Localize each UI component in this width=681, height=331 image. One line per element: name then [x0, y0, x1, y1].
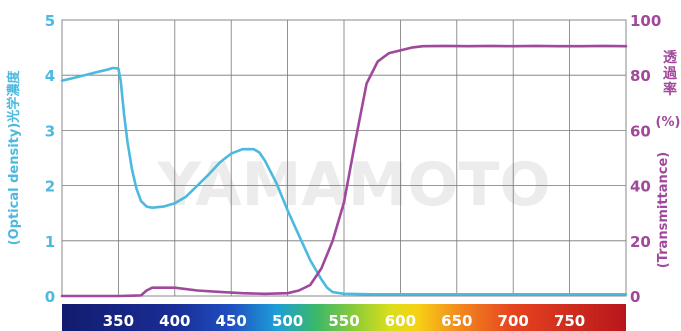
right-axis-ticks: 0 20 40 60 80 100	[630, 12, 661, 306]
left-axis-label-en: (Optical density)	[7, 123, 22, 246]
x-axis-ticks: 350 400 450 500 550 600 650 700 750	[103, 312, 586, 330]
left-tick-label: 1	[45, 233, 55, 251]
x-tick-label: 750	[554, 312, 585, 330]
transmittance-line	[60, 44, 628, 298]
spectrum-bar	[62, 304, 626, 331]
right-tick-label: 60	[630, 122, 651, 140]
right-axis-label-cjk-char: 率	[663, 81, 677, 98]
x-tick-label: 550	[328, 312, 359, 330]
left-tick-label: 3	[45, 122, 55, 140]
left-axis-ticks: 0 1 2 3 4 5	[45, 12, 55, 306]
right-axis-label-cjk-char: 過	[662, 66, 678, 82]
x-tick-label: 700	[498, 312, 529, 330]
x-tick-label: 650	[441, 312, 472, 330]
right-tick-label: 40	[630, 178, 651, 196]
x-tick-label: 600	[385, 312, 416, 330]
x-tick-label: 500	[272, 312, 303, 330]
left-tick-label: 4	[45, 67, 55, 85]
watermark: YAMAMOTO	[157, 150, 551, 220]
series-layer	[60, 44, 628, 298]
x-tick-label: 400	[159, 312, 190, 330]
right-axis-title: 透過率 (%) (Transmittance)	[656, 50, 681, 268]
right-tick-label: 20	[630, 233, 651, 251]
right-axis-label-cjk-char: 透	[663, 50, 678, 66]
right-tick-label: 100	[630, 12, 661, 30]
right-axis-label-en: (Transmittance)	[656, 152, 671, 268]
x-tick-label: 350	[103, 312, 134, 330]
watermark-text: YAMAMOTO	[157, 150, 551, 220]
left-axis-title: (Optical density)光学濃度	[6, 70, 22, 246]
right-tick-label: 80	[630, 67, 651, 85]
grid	[62, 20, 626, 296]
right-axis-unit: (%)	[656, 115, 681, 130]
left-axis-label-cjk: 光学濃度	[6, 70, 22, 124]
left-tick-label: 2	[45, 178, 55, 196]
left-tick-label: 5	[45, 12, 55, 30]
plot-frame	[61, 19, 627, 297]
right-tick-label: 0	[630, 288, 640, 306]
left-tick-label: 0	[45, 288, 55, 306]
optical-density-line	[60, 66, 628, 296]
x-tick-label: 450	[216, 312, 247, 330]
left-axis-label: (Optical density)光学濃度	[6, 70, 22, 246]
